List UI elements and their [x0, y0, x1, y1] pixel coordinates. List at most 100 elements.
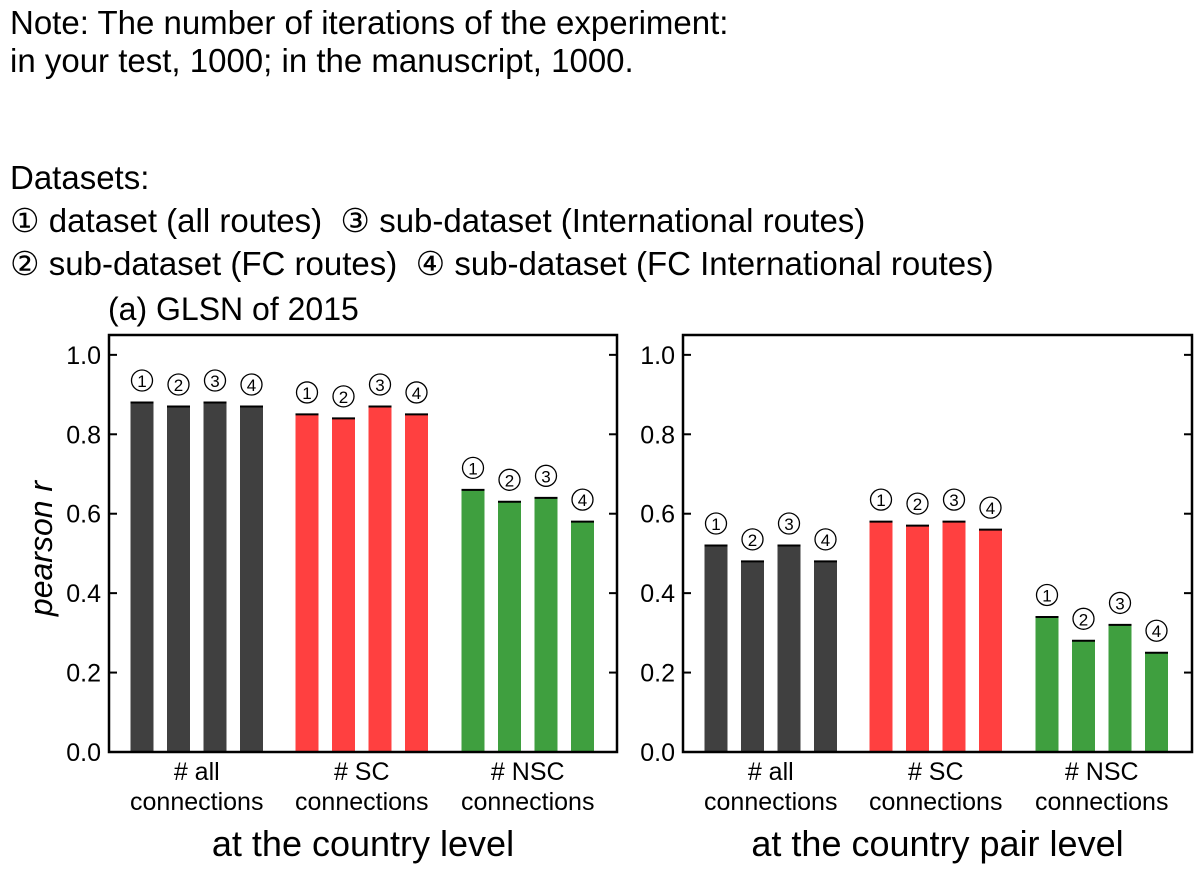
bar-marker-circle	[906, 492, 929, 515]
bar-marker-label: 4	[821, 531, 830, 550]
bar-marker-label: 4	[986, 499, 995, 518]
bar	[240, 406, 263, 752]
bar	[979, 529, 1002, 752]
y-tick-label: 0.4	[66, 580, 101, 608]
bar-marker-label: 3	[784, 515, 793, 534]
bar	[295, 414, 319, 752]
bar	[1145, 652, 1168, 752]
bar	[405, 414, 428, 752]
plot-frame	[107, 333, 619, 754]
x-tick-label: # all	[174, 758, 220, 786]
bar-marker-circle	[741, 528, 764, 551]
x-axis-label: at the country pair level	[751, 823, 1123, 864]
datasets-legend: Datasets: ① dataset (all routes) ③ sub-d…	[10, 156, 994, 285]
x-tick-label: connections	[461, 788, 594, 816]
bar-marker-circle	[571, 488, 594, 511]
bar-marker-circle	[814, 528, 837, 551]
plot-frame	[681, 333, 1194, 754]
bar-marker-label: 3	[949, 491, 958, 510]
bar-marker-circle	[295, 381, 319, 404]
chart-panel-2: 1 2 3 4 1 2 3 4 1 2 3 4 0.0 0.2 0.4 0.6 0.8 1.0 # all conne…	[640, 333, 1194, 864]
bar-marker-circle	[368, 373, 392, 396]
bar-marker-label: 4	[247, 376, 256, 395]
y-tick-label: 0.6	[640, 501, 675, 529]
bar-marker-circle	[405, 381, 428, 404]
dataset-label-2: sub-dataset (FC routes)	[48, 245, 398, 282]
datasets-title: Datasets:	[10, 159, 150, 196]
bar-marker-label: 3	[210, 372, 219, 391]
bar	[942, 521, 966, 752]
bar	[167, 406, 190, 752]
y-tick-label: 0.0	[66, 739, 101, 767]
bar-marker-circle	[1072, 607, 1095, 630]
y-tick-label: 1.0	[640, 342, 675, 370]
datasets-row-2: ② sub-dataset (FC routes) ④ sub-dataset …	[10, 242, 994, 285]
bar-marker-circle	[1108, 591, 1132, 615]
bar-marker-label: 1	[302, 384, 311, 403]
bar-marker-circle	[869, 488, 893, 511]
bar	[498, 501, 521, 752]
y-tick-label: 0.8	[640, 421, 675, 449]
y-tick-label: 0.4	[640, 580, 675, 608]
bar-marker-circle	[332, 385, 355, 408]
bar	[1072, 640, 1095, 752]
bar-marker-label: 3	[541, 467, 550, 486]
dataset-label-1: dataset (all routes)	[48, 202, 323, 239]
bar-marker-circle	[167, 373, 190, 396]
chart-panel-1: 1 2 3 4 1 23 412 340.00.20.40.60.81.0# allconne…	[23, 333, 619, 864]
dataset-marker-2: ②	[10, 245, 40, 282]
bar-marker-label: 1	[137, 372, 146, 391]
bar	[704, 545, 728, 752]
bar-marker-label: 2	[1079, 610, 1088, 629]
y-axis-label: pearson r	[23, 480, 59, 618]
bar	[203, 402, 227, 752]
bar-marker-circle	[1145, 619, 1168, 642]
bar-marker-label: 3	[375, 376, 384, 395]
x-tick-label: # SC	[334, 758, 390, 786]
y-tick-label: 0.0	[640, 739, 675, 767]
dataset-label-4: sub-dataset (FC International routes)	[454, 245, 994, 282]
bar-marker-circle	[498, 468, 521, 491]
y-tick-label: 0.8	[66, 421, 101, 449]
dataset-label-3: sub-dataset (International routes)	[379, 202, 866, 239]
bar-marker-label: 4	[578, 491, 587, 510]
bar	[1035, 616, 1059, 752]
x-tick-label: # all	[748, 758, 794, 786]
bar	[368, 406, 392, 752]
bar-marker-label: 2	[505, 471, 514, 490]
datasets-row-1: ① dataset (all routes) ③ sub-dataset (In…	[10, 199, 994, 242]
bar	[869, 521, 893, 752]
bar-marker-label: 3	[1115, 594, 1124, 613]
bar-marker-label: 1	[711, 515, 720, 534]
bar-marker-circle	[461, 456, 485, 480]
bar	[461, 489, 485, 752]
bar-marker-circle	[534, 464, 558, 487]
bar-marker-label: 2	[174, 376, 183, 395]
bar-marker-label: 4	[412, 384, 421, 403]
note-text: Note: The number of iterations of the ex…	[10, 4, 728, 80]
y-tick-label: 0.6	[66, 501, 101, 529]
y-tick-label: 0.2	[640, 660, 675, 688]
bar	[906, 525, 929, 752]
bar	[1108, 624, 1132, 752]
bar-marker-label: 1	[876, 491, 885, 510]
x-tick-label: connections	[1035, 788, 1168, 816]
note-line-2: in your test, 1000; in the manuscript, 1…	[10, 42, 634, 79]
bar-marker-circle	[777, 512, 801, 535]
bar	[571, 521, 594, 752]
y-tick-label: 1.0	[66, 342, 101, 370]
x-tick-label: connections	[295, 788, 428, 816]
bar	[332, 418, 355, 752]
bar-marker-label: 1	[1042, 586, 1051, 605]
panel-title: (a) GLSN of 2015	[108, 291, 359, 327]
dataset-marker-1: ①	[10, 202, 40, 239]
x-tick-label: connections	[130, 788, 263, 816]
bar-marker-label: 2	[913, 495, 922, 514]
bar-marker-label: 2	[748, 531, 757, 550]
bar	[777, 545, 801, 752]
x-axis-label: at the country level	[212, 823, 514, 864]
dataset-marker-4: ④	[415, 245, 446, 282]
bar-marker-circle	[704, 512, 728, 535]
bar-marker-label: 4	[1152, 622, 1161, 641]
